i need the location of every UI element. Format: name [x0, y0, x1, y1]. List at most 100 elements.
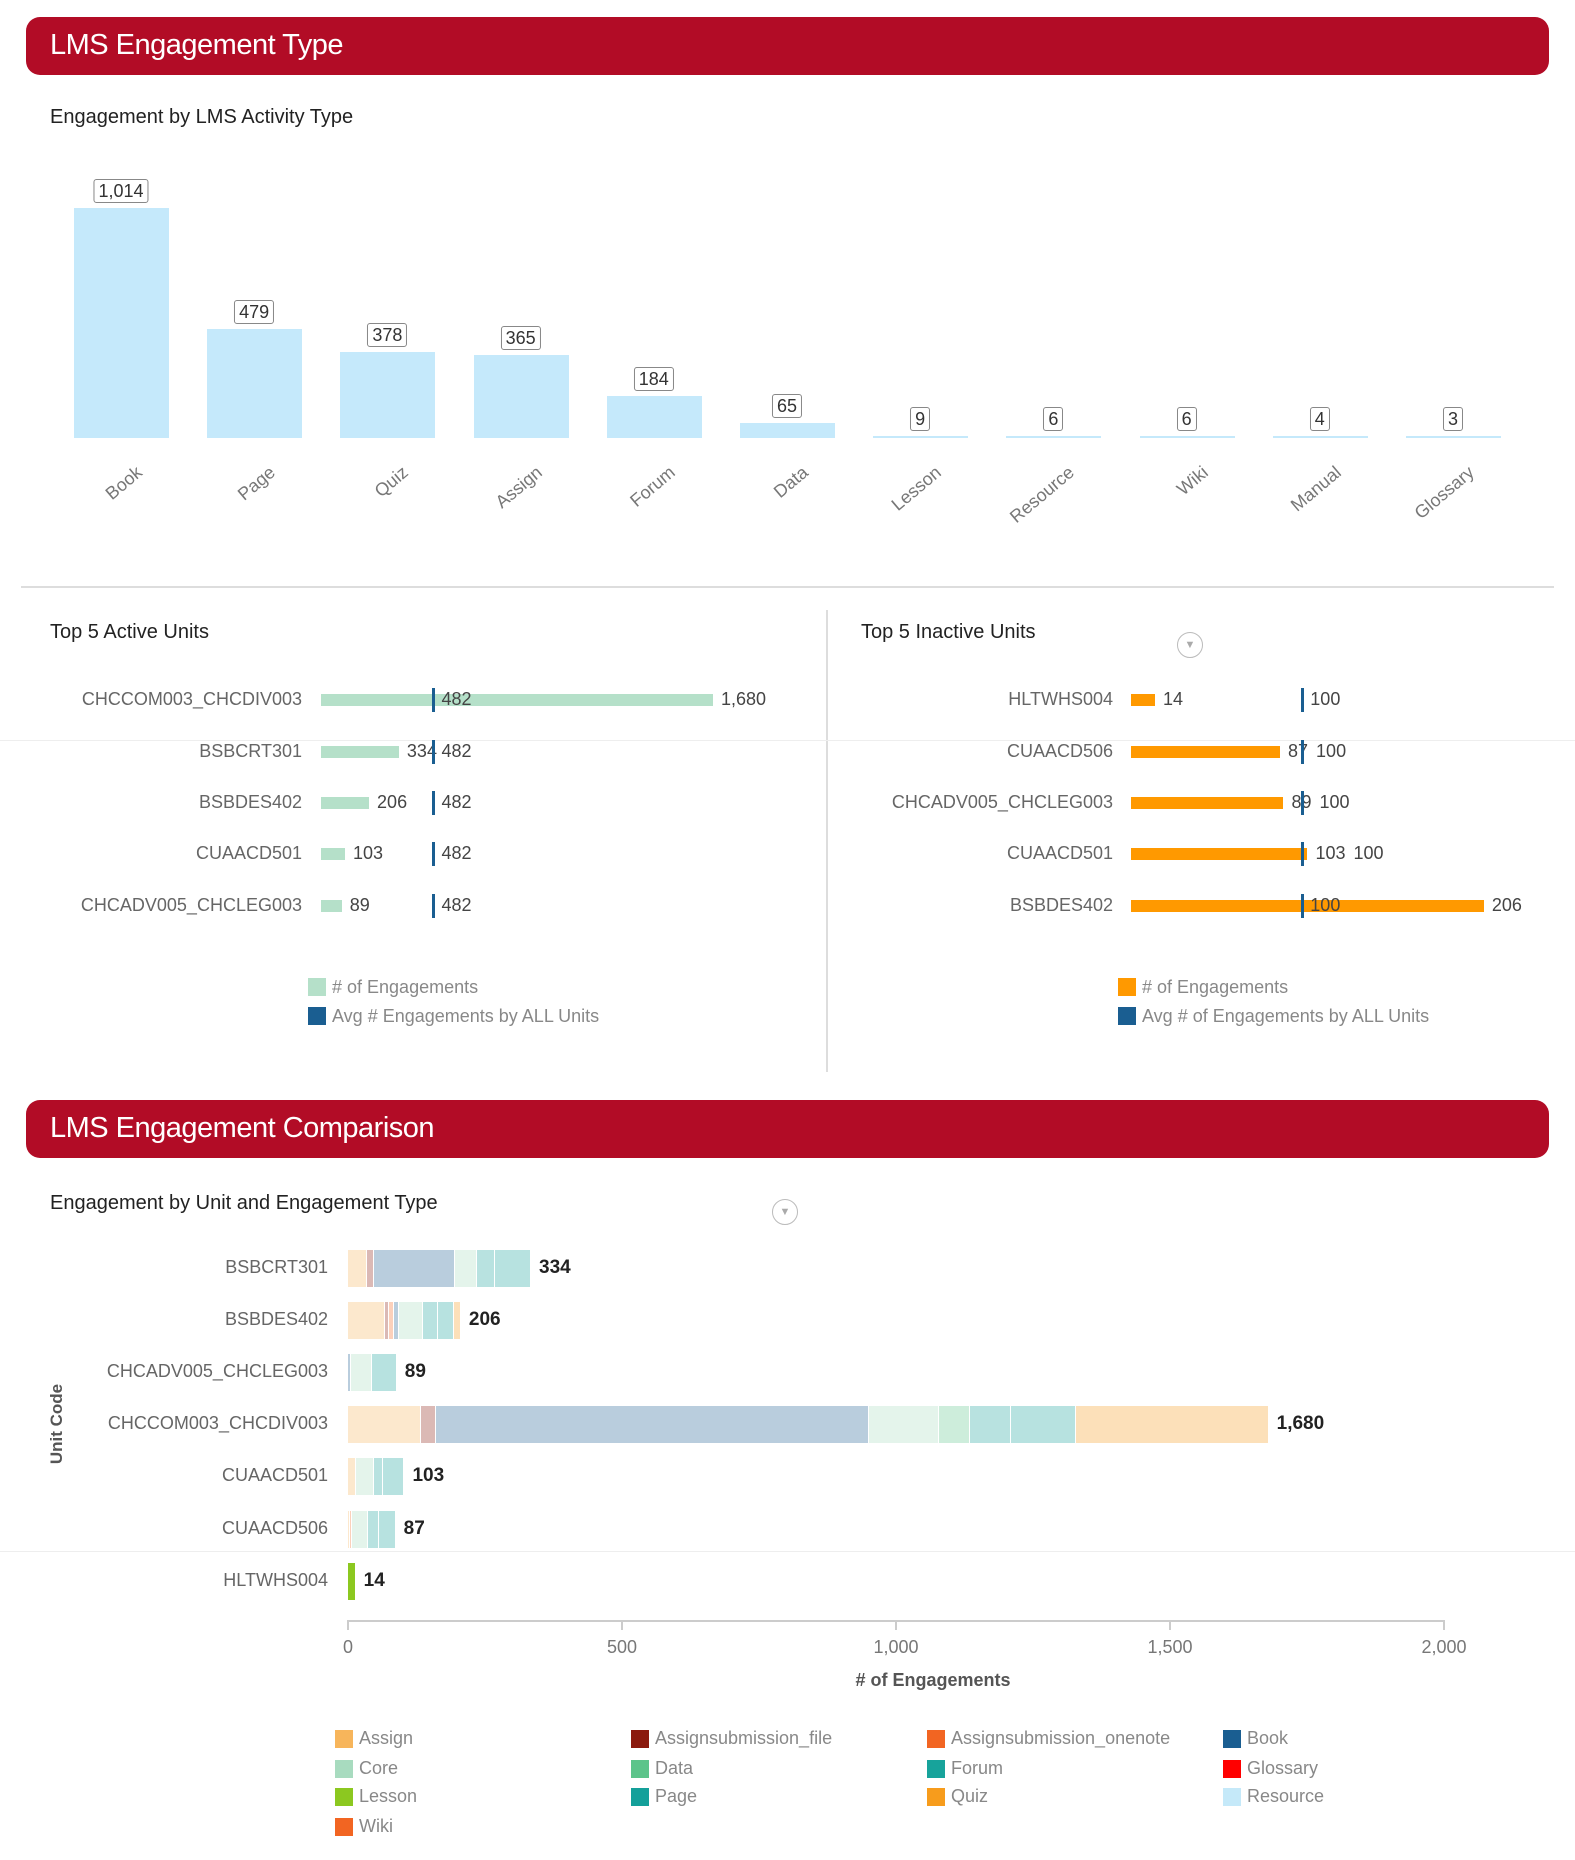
x-tick-label: Lesson — [887, 462, 946, 515]
chevron-down-circle-icon[interactable]: ▼ — [1177, 632, 1203, 658]
average-marker — [432, 688, 436, 712]
unit-label: CUAACD501 — [221, 1465, 328, 1485]
unit-label: CHCADV005_CHCLEG003 — [891, 792, 1113, 812]
bar-data-label: 479 — [234, 300, 275, 325]
average-marker — [1301, 791, 1305, 815]
stacked-segment — [438, 1302, 455, 1339]
value-label: 206 — [377, 792, 408, 812]
total-label: 103 — [412, 1465, 445, 1486]
stacked-segment — [366, 1250, 374, 1287]
average-label: 100 — [1310, 895, 1341, 915]
section-header-engagement-type: LMS Engagement Type — [26, 17, 1549, 75]
active-units-title: Top 5 Active Units — [50, 621, 209, 643]
unit-label: BSBDES402 — [198, 792, 302, 812]
stacked-segment — [477, 1250, 496, 1287]
x-tick — [895, 1620, 897, 1630]
stacked-segment — [455, 1250, 478, 1287]
unit-label: HLTWHS004 — [223, 1570, 328, 1590]
engagement-bar — [1131, 848, 1308, 860]
stacked-segment — [423, 1302, 439, 1339]
total-label: 87 — [403, 1518, 425, 1539]
value-label: 334 — [406, 741, 437, 761]
average-marker — [1301, 894, 1305, 918]
stacked-segment — [939, 1406, 970, 1443]
x-tick-label: Data — [769, 462, 812, 502]
legend-label: Wiki — [359, 1816, 393, 1836]
legend-swatch — [1223, 1730, 1241, 1748]
total-label: 14 — [363, 1570, 385, 1591]
stacked-segment — [421, 1406, 436, 1443]
value-label: 206 — [1491, 895, 1522, 915]
stacked-segment — [435, 1406, 870, 1443]
x-tick — [347, 1620, 349, 1630]
average-label: 100 — [1316, 741, 1347, 761]
stacked-segment — [348, 1406, 422, 1443]
unit-label: HLTWHS004 — [1008, 689, 1113, 709]
average-label: 482 — [441, 895, 472, 915]
bar-data-label: 3 — [1442, 407, 1464, 431]
divider-vertical — [826, 610, 828, 1072]
stacked-segment — [371, 1354, 397, 1391]
x-tick-label: Forum — [625, 462, 679, 511]
average-label: 482 — [441, 843, 472, 863]
bar-data-label: 184 — [633, 367, 674, 392]
x-tick-label: Resource — [1006, 462, 1079, 527]
stacked-segment — [1010, 1406, 1077, 1443]
stacked-segment — [348, 1458, 356, 1495]
x-tick-label: Manual — [1286, 462, 1345, 516]
unit-label: CUAACD501 — [1006, 843, 1113, 863]
legend-swatch — [927, 1730, 945, 1748]
legend-swatch — [335, 1788, 353, 1806]
x-tick — [1169, 1620, 1171, 1630]
activity-bar — [873, 435, 969, 438]
engagement-bar — [1131, 797, 1284, 809]
legend-swatch — [927, 1788, 945, 1806]
engagement-bar — [321, 694, 713, 706]
average-label: 100 — [1353, 843, 1384, 863]
activity-bar — [340, 352, 436, 438]
average-marker — [1301, 842, 1305, 866]
stacked-segment — [1076, 1406, 1269, 1443]
stacked-segment — [869, 1406, 940, 1443]
average-marker — [432, 740, 436, 764]
legend-swatch — [631, 1730, 649, 1748]
legend-swatch — [631, 1788, 649, 1806]
legend-label: Assign — [359, 1728, 414, 1748]
legend-label: Quiz — [951, 1786, 989, 1806]
legend-label: # of Engagements — [332, 977, 479, 997]
stacked-segment — [389, 1302, 395, 1339]
stacked-segment — [382, 1458, 405, 1495]
total-label: 1,680 — [1276, 1413, 1325, 1434]
bar-data-label: 65 — [771, 394, 803, 419]
legend-swatch — [335, 1760, 353, 1778]
value-label: 87 — [1288, 741, 1309, 761]
engagement-bar — [1131, 746, 1281, 758]
x-axis-title: # of Engagements — [855, 1670, 1011, 1690]
chevron-down-circle-icon[interactable]: ▼ — [772, 1199, 798, 1225]
x-tick-label: 1,500 — [1147, 1637, 1193, 1657]
average-marker — [432, 894, 436, 918]
legend-label: Resource — [1247, 1786, 1325, 1806]
average-marker — [1301, 740, 1305, 764]
activity-bar — [473, 355, 569, 438]
unit-label: BSBDES402 — [224, 1309, 328, 1329]
activity-bar — [1006, 436, 1102, 438]
stacked-segment — [348, 1250, 367, 1287]
legend-swatch — [1118, 978, 1136, 996]
unit-label: CUAACD506 — [221, 1518, 328, 1538]
average-marker — [432, 842, 436, 866]
x-tick — [1443, 1620, 1445, 1630]
unit-label: BSBCRT301 — [225, 1257, 328, 1277]
unit-label: CHCADV005_CHCLEG003 — [106, 1361, 328, 1381]
engagement-bar — [321, 797, 370, 809]
bar-data-label: 378 — [367, 323, 408, 348]
legend-label: Book — [1247, 1728, 1289, 1748]
average-label: 100 — [1310, 689, 1341, 709]
section-title: LMS Engagement Comparison — [50, 1112, 435, 1144]
bar-data-label: 365 — [500, 326, 541, 351]
engagement-bar — [321, 900, 342, 912]
x-tick-label: Wiki — [1172, 462, 1212, 500]
bar-data-label: 6 — [1043, 407, 1064, 431]
legend-label: Avg # of Engagements by ALL Units — [1142, 1006, 1430, 1026]
legend-label: # of Engagements — [1142, 977, 1289, 997]
